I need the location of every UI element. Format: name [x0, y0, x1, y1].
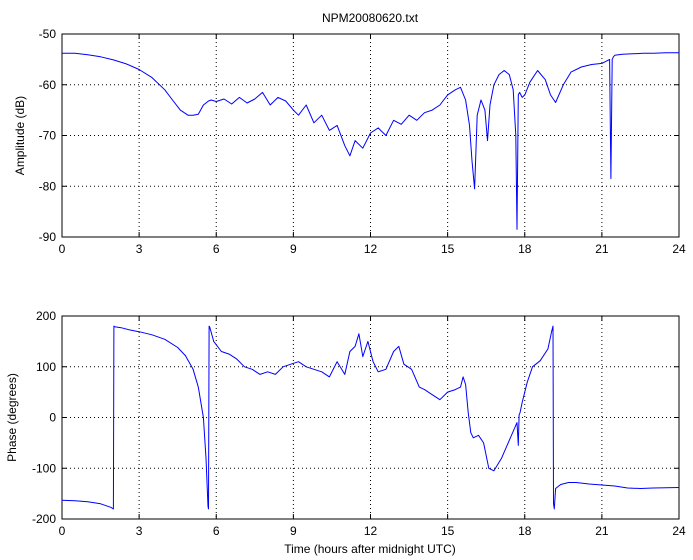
amplitude-y-tick-label: -70 [39, 129, 57, 143]
phase-y-tick-label: -200 [32, 512, 56, 526]
amplitude-y-tick-label: -50 [39, 27, 57, 41]
chart-title: NPM20080620.txt [322, 11, 419, 25]
amplitude-x-tick-label: 15 [441, 242, 455, 256]
phase-x-tick-label: 21 [595, 524, 609, 538]
amplitude-x-tick-label: 21 [595, 242, 609, 256]
phase-axes: 0 3 6 9 12 15 18 21 24 200 100 0 -100 -200 Time (hou… [5, 309, 686, 556]
phase-x-tick-label: 6 [213, 524, 220, 538]
phase-y-tick-label: 200 [36, 309, 56, 323]
amplitude-x-tick-label: 12 [364, 242, 378, 256]
phase-y-tick-labels: 200 100 0 -100 -200 [32, 309, 56, 526]
amplitude-y-tick-labels: -50 -60 -70 -80 -90 [39, 27, 57, 244]
amplitude-y-tick-label: -90 [39, 230, 57, 244]
amplitude-y-axis-label: Amplitude (dB) [13, 96, 27, 175]
phase-x-tick-label: 3 [136, 524, 143, 538]
phase-x-tick-label: 0 [59, 524, 66, 538]
amplitude-x-tick-label: 18 [518, 242, 532, 256]
phase-x-tick-label: 15 [441, 524, 455, 538]
amplitude-axes: 0 3 6 9 12 15 18 21 24 -50 -60 -70 -80 -90 NPM200806… [13, 11, 686, 256]
phase-y-tick-label: 100 [36, 360, 56, 374]
phase-x-tick-label: 9 [290, 524, 297, 538]
phase-y-tick-label: 0 [49, 411, 56, 425]
amplitude-x-tick-labels: 0 3 6 9 12 15 18 21 24 [59, 242, 686, 256]
amplitude-x-tick-label: 3 [136, 242, 143, 256]
phase-y-axis-label: Phase (degrees) [5, 373, 19, 462]
phase-y-tick-label: -100 [32, 461, 56, 475]
amplitude-y-tick-label: -60 [39, 78, 57, 92]
phase-series-line [61, 325, 680, 510]
amplitude-x-tick-label: 24 [672, 242, 686, 256]
phase-ticks [61, 315, 680, 520]
x-axis-label: Time (hours after midnight UTC) [284, 542, 456, 556]
phase-x-tick-label: 12 [364, 524, 378, 538]
amplitude-series-line [62, 52, 679, 230]
phase-x-tick-label: 24 [672, 524, 686, 538]
amplitude-x-tick-label: 9 [290, 242, 297, 256]
phase-gridlines [62, 316, 679, 519]
amplitude-gridlines [62, 34, 679, 237]
amplitude-y-tick-label: -80 [39, 179, 57, 193]
phase-x-tick-label: 18 [518, 524, 532, 538]
amplitude-x-tick-label: 6 [213, 242, 220, 256]
amplitude-ticks [61, 33, 680, 238]
phase-x-tick-labels: 0 3 6 9 12 15 18 21 24 [59, 524, 686, 538]
amplitude-x-tick-label: 0 [59, 242, 66, 256]
